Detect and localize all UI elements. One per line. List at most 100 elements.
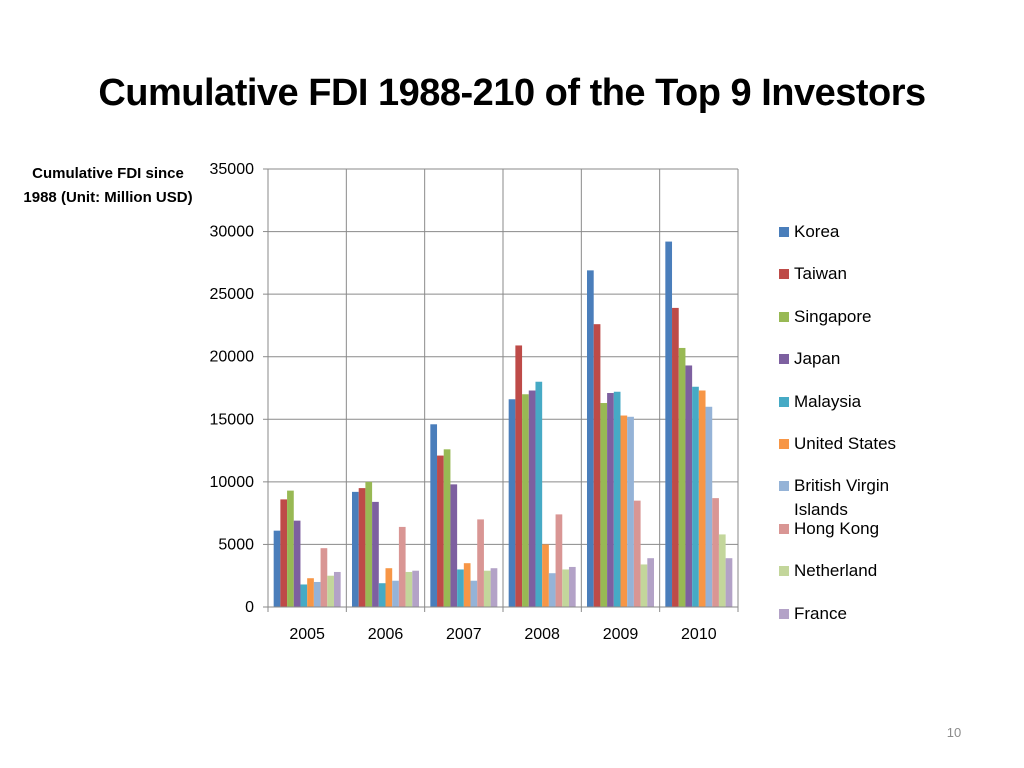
- bar-hong-kong-2005: [320, 548, 328, 607]
- bar-british-virgin-islands-2010: [705, 406, 713, 607]
- bar-korea-2007: [430, 424, 438, 607]
- legend-label: Hong Kong: [794, 518, 880, 538]
- page-number: 10: [946, 725, 962, 740]
- bar-malaysia-2008: [535, 381, 543, 607]
- x-tick-label: 2007: [446, 626, 482, 643]
- bar-united-states-2008: [542, 544, 549, 607]
- bar-france-2010: [725, 558, 733, 607]
- bar-japan-2010: [685, 365, 693, 607]
- bar-netherland-2010: [718, 534, 726, 607]
- bar-netherland-2009: [640, 564, 648, 607]
- legend-swatch: [779, 481, 789, 492]
- legend-label: Korea: [794, 222, 840, 241]
- y-tick-label: 30000: [210, 224, 255, 241]
- chart-grid: [267, 168, 739, 608]
- bar-japan-2006: [372, 501, 379, 607]
- bar-united-states-2005: [307, 578, 314, 607]
- bar-malaysia-2009: [613, 391, 621, 607]
- y-tick-label: 10000: [210, 474, 255, 491]
- chart-axes: [263, 168, 739, 612]
- y-tick-label: 0: [245, 599, 254, 616]
- bar-malaysia-2010: [692, 386, 699, 607]
- bar-singapore-2009: [600, 403, 608, 607]
- legend-swatch: [779, 311, 789, 322]
- bar-korea-2010: [665, 241, 673, 607]
- bar-singapore-2006: [365, 481, 373, 607]
- y-tick-label: 15000: [210, 411, 255, 428]
- bar-netherland-2005: [327, 575, 334, 607]
- bar-united-states-2010: [698, 390, 706, 607]
- legend-swatch: [779, 269, 789, 280]
- legend-label: France: [794, 603, 847, 623]
- legend-swatch: [779, 566, 789, 577]
- bar-singapore-2005: [287, 490, 294, 607]
- bar-netherland-2007: [483, 570, 491, 607]
- bar-korea-2006: [352, 491, 359, 607]
- bar-taiwan-2007: [437, 455, 444, 607]
- bar-korea-2009: [587, 270, 594, 607]
- bar-hong-kong-2009: [633, 500, 641, 607]
- bar-british-virgin-islands-2006: [392, 580, 399, 607]
- x-tick-label: 2006: [368, 626, 404, 643]
- chart-tick-labels: 0 5000 10000 15000 20000 25000 30000 35000 2005 2…: [210, 161, 717, 643]
- bar-japan-2008: [528, 390, 536, 607]
- bar-british-virgin-islands-2005: [313, 581, 321, 607]
- bar-singapore-2007: [443, 449, 451, 607]
- y-tick-label: 25000: [210, 286, 255, 303]
- legend-label: British Virgin Islands: [794, 476, 890, 520]
- bar-france-2009: [647, 558, 654, 607]
- bar-united-states-2006: [385, 568, 393, 607]
- bar-japan-2007: [450, 484, 458, 607]
- y-tick-label: 20000: [210, 349, 255, 366]
- x-tick-label: 2009: [603, 626, 639, 643]
- bar-netherland-2006: [405, 571, 413, 607]
- bar-korea-2005: [273, 530, 281, 607]
- legend-swatch: [779, 608, 789, 619]
- y-tick-label: 5000: [218, 536, 254, 553]
- bar-netherland-2008: [562, 569, 569, 607]
- legend-swatch: [779, 396, 789, 407]
- bar-british-virgin-islands-2009: [627, 416, 634, 607]
- bar-united-states-2009: [620, 415, 628, 607]
- legend-swatch: [779, 439, 789, 449]
- legend-label: Singapore: [794, 306, 872, 326]
- bar-japan-2009: [607, 393, 614, 607]
- bar-korea-2008: [508, 399, 516, 607]
- legend-label: Netherland: [794, 561, 878, 581]
- bar-france-2008: [568, 566, 576, 607]
- x-tick-label: 2010: [681, 626, 717, 643]
- bar-france-2007: [490, 568, 498, 607]
- x-tick-label: 2008: [524, 626, 560, 643]
- legend-swatch: [779, 227, 789, 237]
- y-axis-title: Cumulative FDI since 1988 (Unit: Million…: [23, 165, 193, 206]
- bar-france-2005: [333, 571, 341, 607]
- bar-malaysia-2005: [300, 584, 308, 607]
- legend-label: Taiwan: [794, 264, 847, 284]
- legend-label: Japan: [794, 349, 841, 369]
- bar-malaysia-2007: [457, 569, 464, 607]
- bar-hong-kong-2006: [398, 526, 406, 607]
- bar-british-virgin-islands-2007: [470, 580, 478, 607]
- bar-taiwan-2005: [280, 499, 288, 607]
- legend-swatch: [779, 523, 789, 534]
- bar-japan-2005: [293, 520, 301, 607]
- legend-label: United States: [794, 434, 897, 453]
- bar-hong-kong-2007: [477, 519, 484, 607]
- x-tick-label: 2005: [289, 626, 325, 643]
- legend-label: Malaysia: [794, 391, 862, 411]
- bar-malaysia-2006: [378, 583, 386, 607]
- bar-united-states-2007: [463, 563, 471, 607]
- slide-title: Cumulative FDI 1988-210 of the Top 9 Inv…: [98, 72, 926, 114]
- y-tick-label: 35000: [210, 161, 255, 178]
- bar-hong-kong-2008: [555, 514, 563, 607]
- bar-singapore-2010: [678, 347, 686, 607]
- bar-british-virgin-islands-2008: [548, 573, 556, 607]
- bar-taiwan-2010: [672, 307, 679, 607]
- bar-taiwan-2006: [358, 488, 366, 607]
- bar-taiwan-2009: [593, 324, 601, 607]
- chart-bars: [273, 241, 733, 607]
- bar-hong-kong-2010: [712, 498, 719, 607]
- legend-swatch: [779, 354, 789, 365]
- bar-singapore-2008: [522, 394, 529, 607]
